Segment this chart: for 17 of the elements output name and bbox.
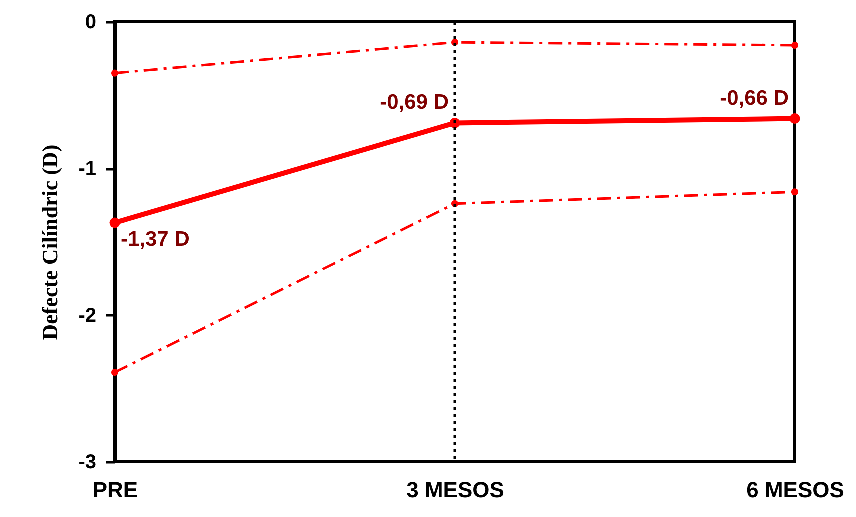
- x-tick-label: PRE: [92, 478, 138, 502]
- point: [790, 114, 800, 124]
- y-tick-label: -3: [78, 452, 96, 474]
- y-axis-title: Defecte Cilíndric (D): [38, 144, 63, 340]
- data-label: -1,37 D: [121, 228, 190, 251]
- point: [791, 42, 799, 49]
- point: [111, 369, 119, 376]
- y-tick-label: 0: [85, 12, 96, 34]
- x-tick-label: 3 MESOS: [406, 478, 504, 502]
- y-tick-label: -2: [78, 304, 96, 327]
- point: [111, 70, 119, 77]
- point: [791, 188, 799, 196]
- y-tick-label: -1: [78, 158, 96, 180]
- data-label: -0,66 D: [720, 86, 789, 110]
- x-tick-label: 6 MESOS: [746, 478, 844, 502]
- point: [110, 218, 120, 228]
- data-label: -0,69 D: [380, 91, 449, 114]
